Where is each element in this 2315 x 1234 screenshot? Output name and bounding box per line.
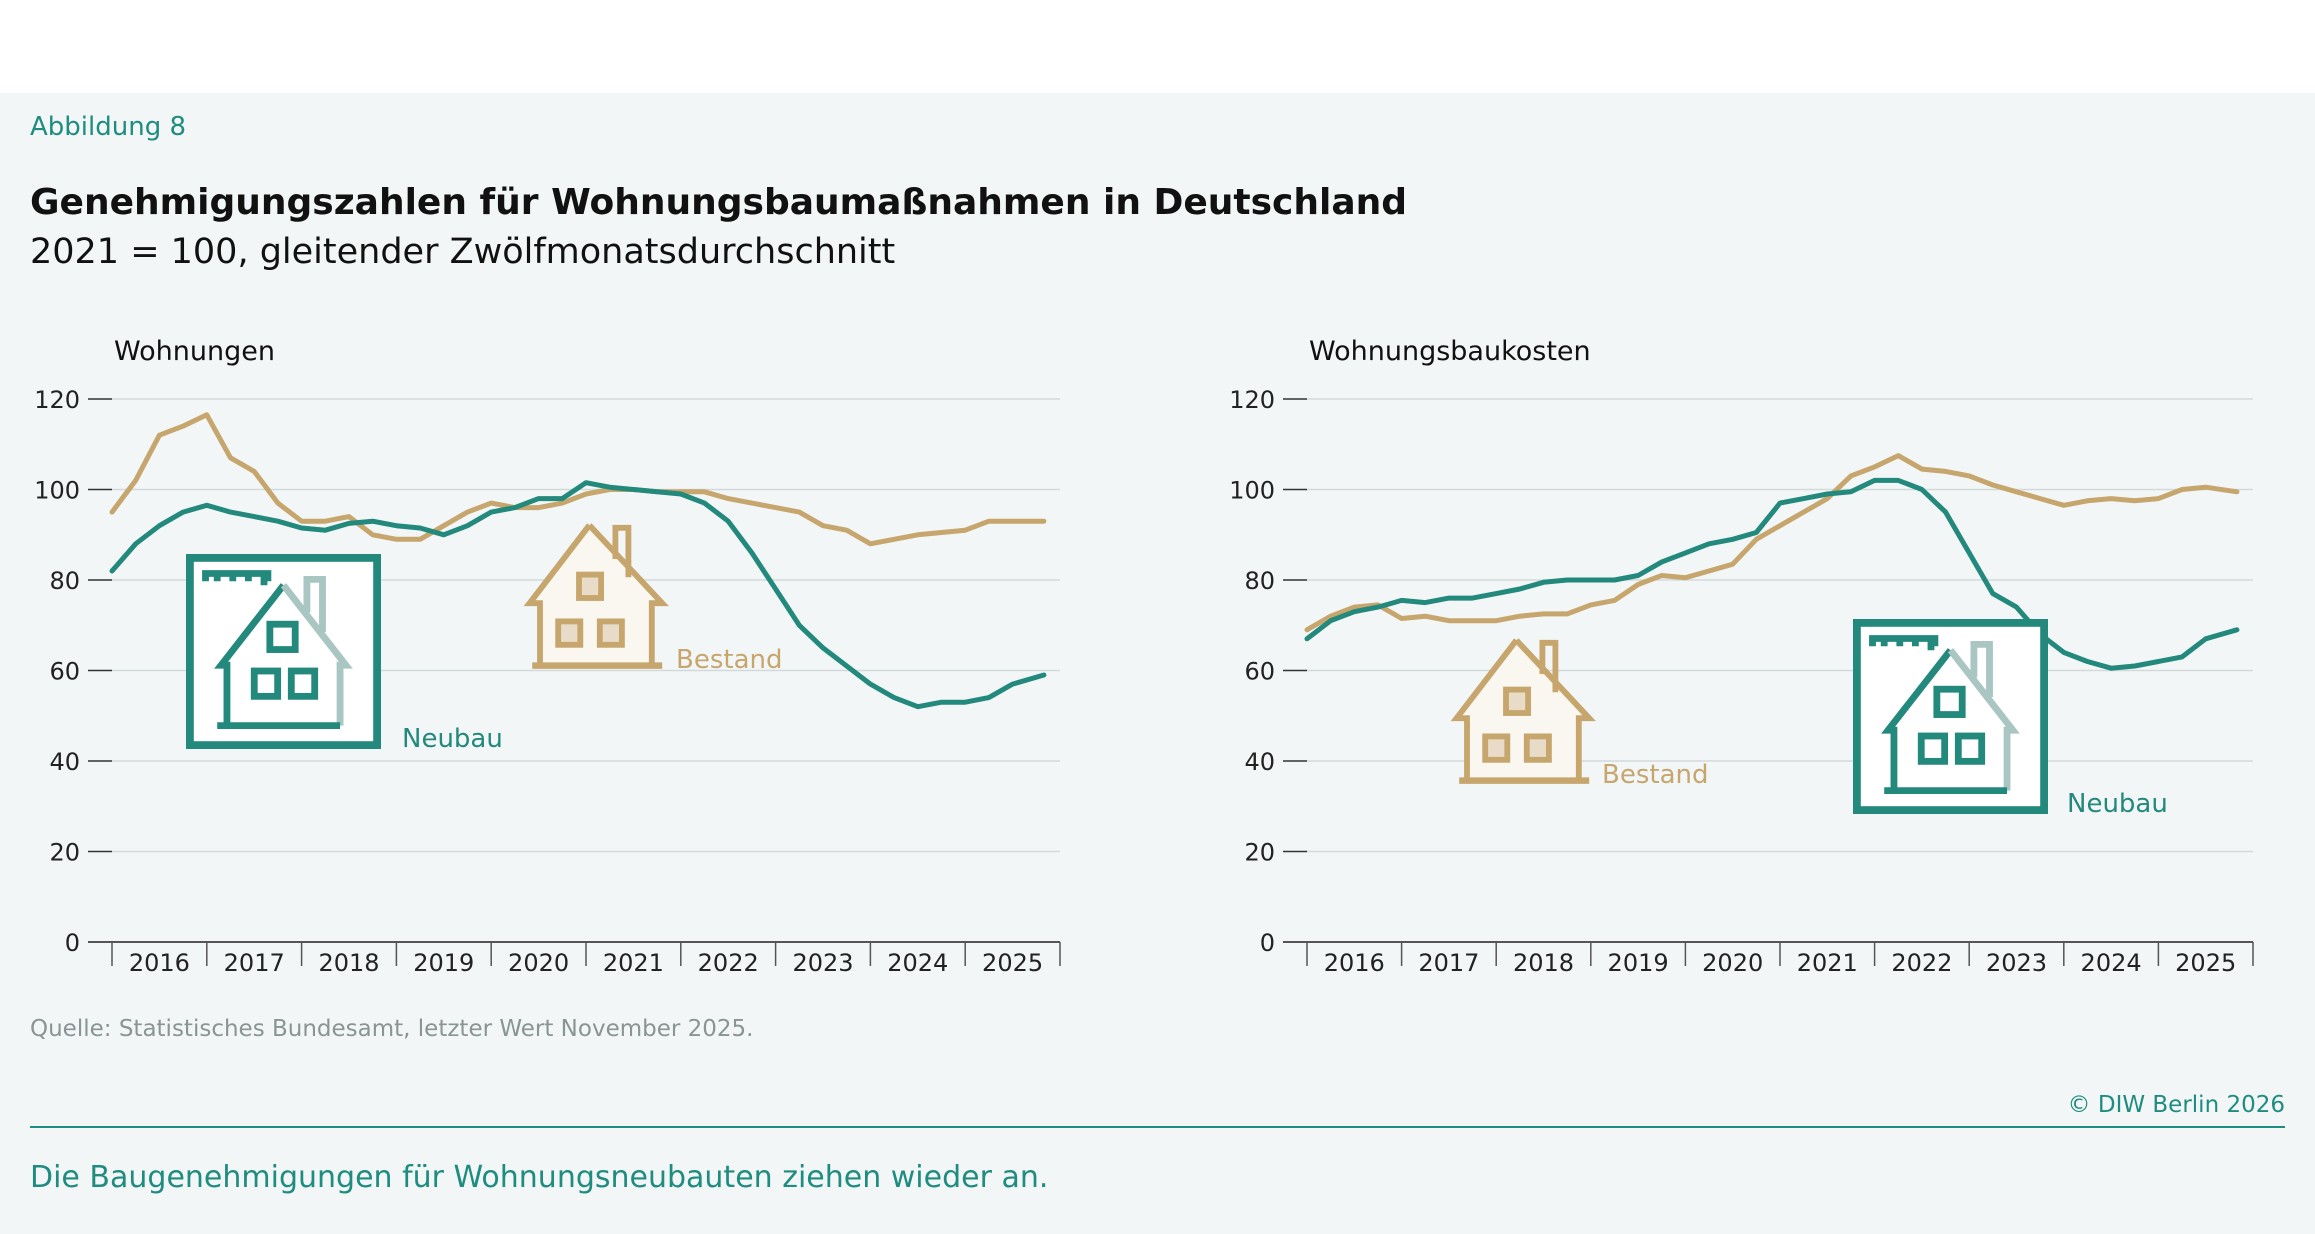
chart-title: Genehmigungszahlen für Wohnungsbaumaßnah… [30,182,1408,223]
x-tick-label: 2017 [224,949,285,977]
chart-wohnungen: Wohnungen 0 20 40 60 80 100 120 2016 2017 2018 2019… [34,336,1061,977]
series-label-neubau: Neubau [2067,789,2168,819]
series-line-bestand [109,412,1047,547]
y-tick-label: 40 [49,748,80,776]
series-label-bestand: Bestand [676,645,783,675]
x-tick-label: 2023 [792,949,853,977]
caption: Die Baugenehmigungen für Wohnungsneubaut… [30,1160,1049,1195]
y-tick-label: 0 [1260,929,1275,957]
y-tick-label: 0 [65,929,80,957]
series-line-bestand [1304,453,2240,633]
x-tick-label: 2022 [1891,949,1952,977]
series-label-neubau: Neubau [402,724,503,754]
x-tick-label: 2016 [1324,949,1385,977]
new-building-house-icon [190,558,377,745]
x-tick-label: 2025 [2175,949,2236,977]
existing-house-icon [530,525,663,665]
chart-wohnungsbaukosten: Wohnungsbaukosten 0 20 40 60 80 100 120 2016 2017… [1229,336,2254,977]
figure-label: Abbildung 8 [30,112,187,142]
x-tick-label: 2018 [318,949,379,977]
panel-title: Wohnungen [114,336,275,367]
series-label-bestand: Bestand [1602,760,1709,790]
x-tick-label: 2021 [603,949,664,977]
source-note: Quelle: Statistisches Bundesamt, letzter… [30,1016,754,1042]
x-tick-label: 2022 [698,949,759,977]
new-building-house-icon [1857,623,2044,810]
copyright: © DIW Berlin 2026 [2067,1092,2285,1118]
y-tick-label: 40 [1244,748,1275,776]
y-tick-label: 20 [49,839,80,867]
x-tick-label: 2020 [1702,949,1763,977]
x-tick-label: 2021 [1797,949,1858,977]
y-tick-label: 80 [49,567,80,595]
divider [30,1126,2285,1128]
y-tick-label: 100 [34,477,80,505]
x-tick-label: 2023 [1986,949,2047,977]
x-tick-label: 2020 [508,949,569,977]
y-tick-label: 120 [1229,386,1275,414]
chart-subtitle: 2021 = 100, gleitender Zwölfmonatsdurchs… [30,232,896,272]
y-tick-label: 120 [34,386,80,414]
panel-title: Wohnungsbaukosten [1309,336,1591,367]
x-tick-label: 2017 [1418,949,1479,977]
x-tick-label: 2019 [413,949,474,977]
existing-house-icon [1457,640,1590,780]
series-line-neubau [109,480,1047,710]
series-line-neubau [1304,477,2240,671]
x-tick-label: 2016 [129,949,190,977]
x-tick-label: 2019 [1608,949,1669,977]
y-tick-label: 60 [1244,658,1275,686]
x-tick-label: 2024 [2081,949,2142,977]
x-tick-label: 2018 [1513,949,1574,977]
y-tick-label: 60 [49,658,80,686]
y-tick-label: 20 [1244,839,1275,867]
y-tick-label: 80 [1244,567,1275,595]
x-tick-label: 2024 [887,949,948,977]
y-tick-label: 100 [1229,477,1275,505]
x-tick-label: 2025 [982,949,1043,977]
